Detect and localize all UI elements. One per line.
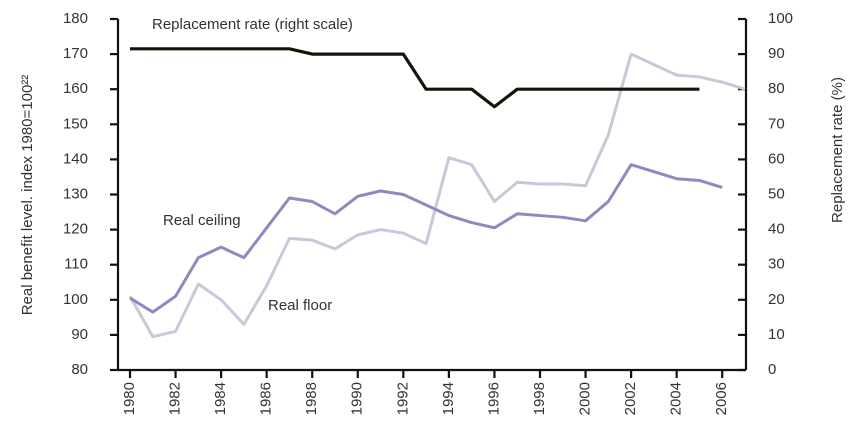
y-tick-label: 160 [63,80,88,97]
y2-tick-label: 20 [768,291,785,308]
x-tick-label: 1996 [485,382,502,415]
line-series [128,52,746,339]
x-tick-label: 1988 [303,382,320,415]
y2-tick-label: 100 [768,10,793,27]
y-tick-label: 150 [63,115,88,132]
y2-tick-label: 80 [768,80,785,97]
y2-tick-label: 50 [768,185,785,202]
y-tick-label: 130 [63,185,88,202]
y2-tick-label: 0 [768,361,776,378]
y2-tick-label: 70 [768,115,785,132]
x-tick-label: 1984 [212,382,229,415]
y-tick-label: 100 [63,291,88,308]
y-tick-label: 90 [71,326,88,343]
y-tick-label: 180 [63,10,88,27]
y2-axis-label: Replacement rate (%) [829,77,846,223]
y-tick-label: 110 [64,256,88,273]
y-tick-label: 140 [63,150,88,167]
x-tick-label: 1982 [167,382,184,415]
annotation: Replacement rate (right scale) [152,16,353,33]
x-tick-label: 1990 [349,382,366,415]
y2-tick-label: 40 [768,221,785,238]
annotation: Real floor [268,297,332,314]
y-tick-label: 80 [71,361,88,378]
x-tick-label: 1992 [394,382,411,415]
x-tick-label: 1980 [121,382,138,415]
x-tick-label: 2004 [668,382,685,415]
y-tick-label: 120 [63,221,88,238]
y-axis-label: Real benefit level. index 1980=100²² [19,75,36,316]
x-tick-label: 1998 [531,382,548,415]
annotation: Real ceiling [163,212,241,229]
line-series [129,163,723,314]
y2-tick-label: 30 [768,256,785,273]
y2-tick-label: 90 [768,45,785,62]
x-tick-label: 2000 [577,382,594,415]
x-tick-label: 1986 [258,382,275,415]
y2-tick-label: 60 [768,150,785,167]
y2-tick-label: 10 [768,326,785,343]
x-tick-label: 2002 [622,382,639,415]
x-tick-label: 2006 [713,382,730,415]
line-series [130,47,700,109]
y-tick-label: 170 [63,45,88,62]
x-tick-label: 1994 [440,382,457,415]
